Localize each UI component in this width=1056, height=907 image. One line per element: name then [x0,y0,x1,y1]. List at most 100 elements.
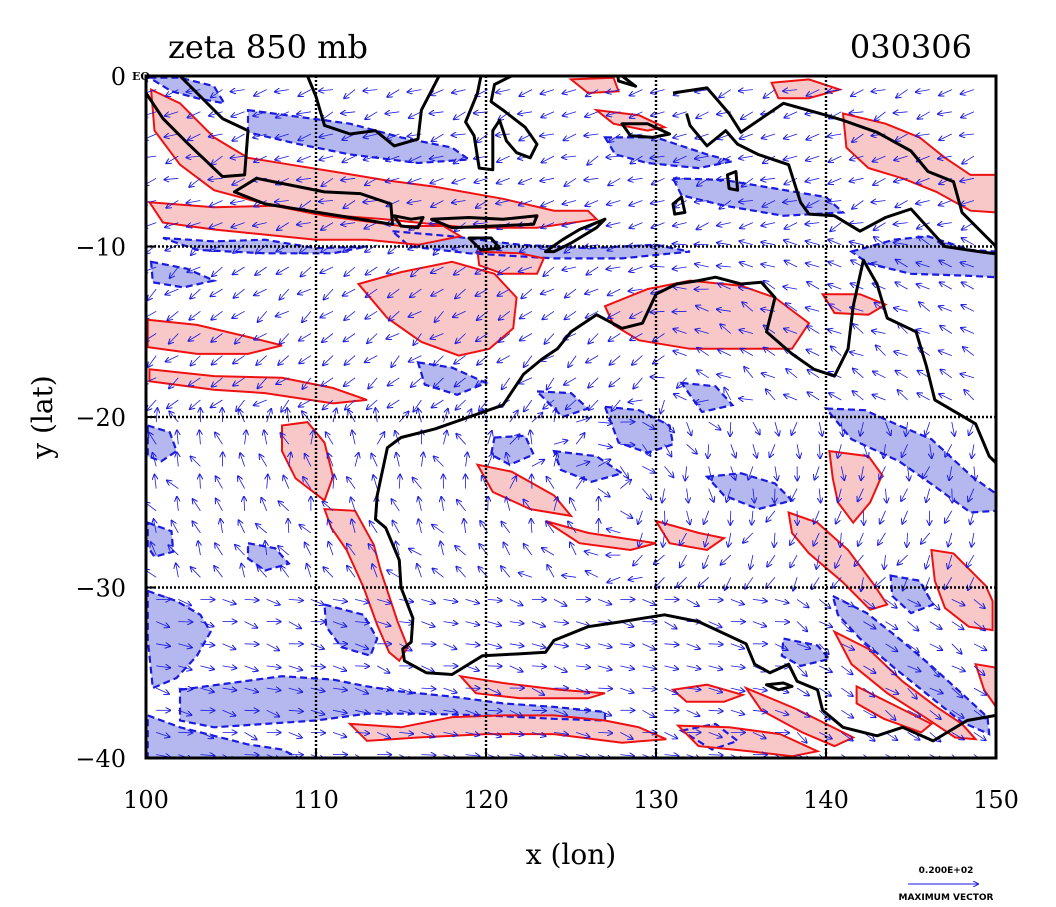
wind-vector [520,89,533,97]
wind-vector [531,413,543,423]
x-tick-label: 150 [973,786,1019,814]
negative-region-fill-19 [832,596,990,735]
wind-vector [233,266,245,274]
wind-vector [752,599,767,601]
wind-vector [717,243,731,245]
wind-vector [642,421,654,429]
wind-vector [487,644,502,648]
wind-vector [365,355,378,363]
wind-vector [725,577,732,590]
wind-vector [730,599,744,604]
wind-vector [256,244,267,254]
wind-vector [629,266,643,272]
wind-vector [598,599,611,604]
wind-vector [717,266,731,267]
wind-vector [951,709,964,718]
wind-vector [607,529,621,534]
wind-vector [695,90,709,92]
wind-vector [146,377,157,383]
wind-vector [740,133,754,139]
wind-vector [783,201,798,203]
wind-vector [680,554,687,567]
wind-vector [806,241,820,245]
positive-region-fill-11 [477,464,571,516]
wind-vector [499,310,511,320]
wind-vector [299,89,312,97]
wind-vector [409,355,422,362]
wind-vector [333,409,336,423]
wind-vector [344,89,356,99]
wind-vector [739,288,753,290]
wind-vector [388,244,400,254]
wind-vector [752,732,766,738]
wind-vector [895,133,908,141]
wind-vector [320,156,334,160]
wind-vector [708,488,714,502]
wind-vector [518,112,532,114]
wind-vector [748,466,754,479]
wind-vector [874,222,886,231]
wind-vector [708,687,722,692]
wind-vector [502,377,511,390]
negative-region-fill-1 [248,110,469,163]
wind-vector [761,178,776,180]
wind-vector [718,350,731,356]
positive-region-fill-23 [746,688,854,747]
wind-vector [741,111,754,119]
wind-vector [166,89,179,97]
wind-vector [465,732,480,735]
wind-vector [926,554,931,568]
wind-vector [631,155,643,163]
wind-vector [819,488,820,503]
wind-vector [476,333,488,342]
wind-vector [674,155,687,162]
wind-vector [775,421,779,436]
wind-vector [651,156,665,158]
y-tick-label: −40 [75,745,126,773]
wind-vector [188,133,201,140]
wind-vector [894,223,908,225]
negative-contour-25 [149,260,218,289]
wind-vector [540,178,555,181]
negative-vorticity-fill [147,77,996,758]
wind-vector [872,263,886,268]
wind-vector [664,755,679,756]
wind-vector [730,709,744,714]
wind-vector [443,409,448,423]
wind-vector [609,377,621,387]
wind-vector [575,418,589,423]
wind-vector [531,519,532,533]
wind-vector [266,643,279,651]
positive-region-fill-2 [358,261,517,356]
wind-vector [763,200,776,207]
wind-vector [222,666,237,668]
wind-vector [630,310,643,318]
wind-vector [620,480,631,489]
wind-vector [211,288,223,296]
wind-vector [540,134,555,136]
wind-vector [717,223,731,226]
wind-vector [279,501,290,512]
wind-vector [421,599,435,603]
wind-vector [598,422,612,423]
wind-vector [570,543,577,556]
wind-vector [299,333,312,341]
wind-vector [925,421,931,435]
wind-vector [739,241,754,245]
wind-vector [278,355,290,365]
wind-vector [328,542,334,556]
wind-vector [564,133,577,140]
wind-vector [302,311,312,322]
x-tick-label: 120 [463,786,509,814]
wind-vector [652,222,665,228]
wind-vector [951,599,965,605]
wind-vector [874,237,886,246]
wind-vector [929,665,939,677]
wind-vector [387,570,400,578]
wind-vector [355,622,369,623]
wind-vector [355,710,369,713]
wind-vector [413,399,422,412]
wind-vector [465,644,480,645]
wind-vector [531,460,544,467]
wind-vector [785,222,798,229]
